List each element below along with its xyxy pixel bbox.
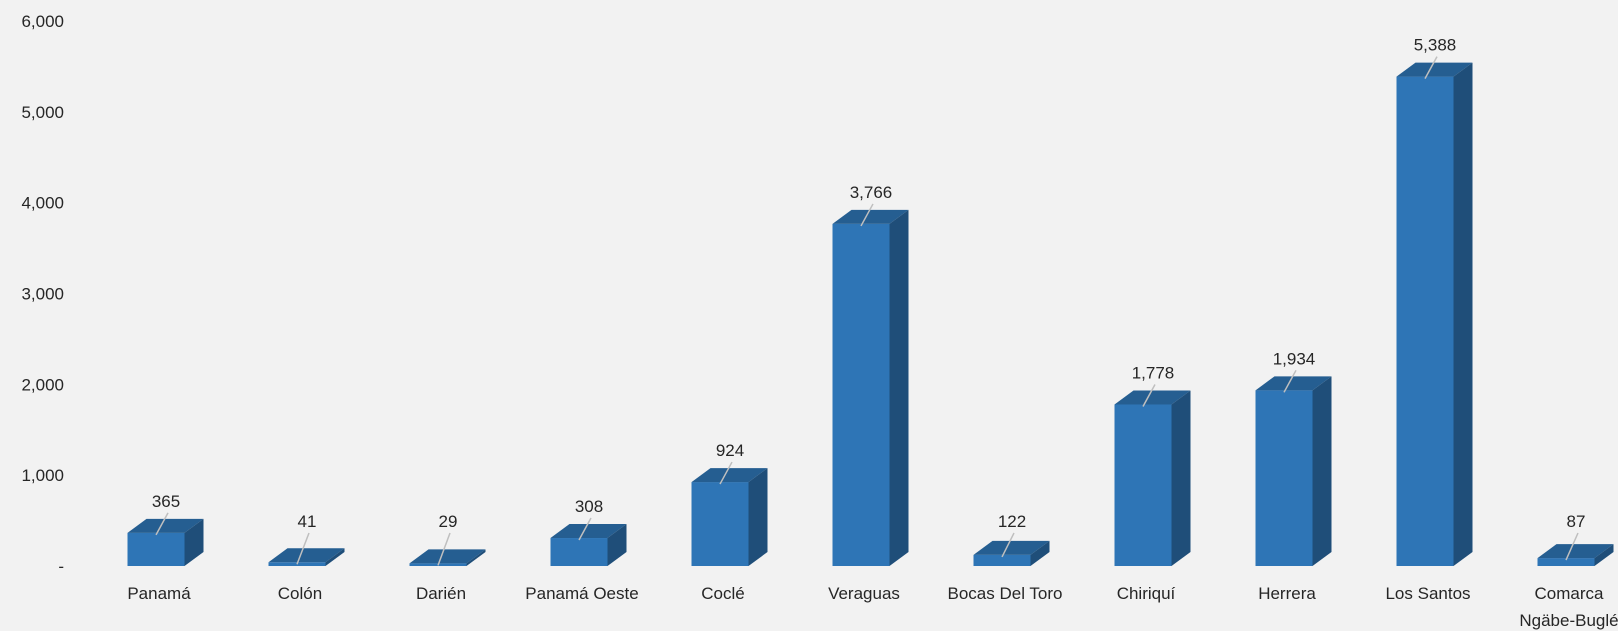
x-category-label: Coclé (701, 584, 744, 603)
data-labels: 365 41 29 308 924 3,766 122 1,778 1,934 5,388 87 (152, 36, 1586, 566)
x-category-label: Bocas Del Toro (948, 584, 1063, 603)
bar-top (127, 518, 204, 533)
bar-side (325, 548, 345, 566)
data-label-leader (1142, 384, 1156, 407)
bar (832, 209, 909, 566)
x-category-label: Darién (416, 584, 466, 603)
x-category-label: Chiriquí (1117, 584, 1176, 603)
bar-top (409, 549, 486, 564)
bar-front (691, 482, 749, 566)
data-label-leader (1424, 56, 1438, 79)
bar-side (607, 524, 627, 566)
bar-side (466, 549, 486, 566)
data-label: 122 (998, 512, 1026, 531)
bar-front (127, 532, 185, 566)
y-tick-label: 2,000 (21, 375, 64, 394)
x-category-label: Panamá (127, 584, 191, 603)
bar-top (1255, 376, 1332, 391)
x-category-label: Herrera (1258, 584, 1316, 603)
y-tick-label: 6,000 (21, 12, 64, 31)
bar-side (1312, 376, 1332, 566)
data-label: 87 (1567, 512, 1586, 531)
bar-front (550, 538, 608, 566)
data-label: 924 (716, 441, 744, 460)
data-label: 41 (298, 512, 317, 531)
bar-side (184, 518, 204, 566)
data-label-leader (155, 512, 169, 536)
bar-top (973, 540, 1050, 555)
y-tick-label: 1,000 (21, 466, 64, 485)
data-label: 308 (575, 497, 603, 516)
data-label: 365 (152, 492, 180, 511)
bar-front (1114, 404, 1172, 566)
data-label-leader (1565, 532, 1579, 561)
bar-side (1171, 390, 1191, 566)
x-category-label: Comarca Ngäbe-Buglé (1519, 584, 1618, 630)
bar (973, 540, 1050, 566)
data-label-leader (1283, 369, 1297, 393)
bar-top (268, 548, 345, 563)
y-tick-label: 4,000 (21, 194, 64, 213)
bar-front (1396, 76, 1454, 566)
bar-top (1396, 62, 1473, 77)
bar (409, 549, 486, 566)
bar (1255, 376, 1332, 566)
data-label-leader (1001, 532, 1015, 558)
bar-side (748, 468, 768, 566)
data-label: 3,766 (850, 183, 893, 202)
x-category-label: Veraguas (828, 584, 900, 603)
bar-side (1453, 62, 1473, 567)
data-label-leader (437, 532, 451, 566)
data-label-leader (578, 517, 592, 541)
x-category-label: Panamá Oeste (525, 584, 638, 603)
y-tick-label: 3,000 (21, 285, 64, 304)
bar (550, 524, 627, 566)
bar-front (973, 554, 1031, 566)
bar-front (1255, 390, 1313, 566)
data-label-leader (719, 461, 733, 485)
data-label: 5,388 (1414, 36, 1457, 55)
y-tick-label: 5,000 (21, 103, 64, 122)
x-axis: Panamá Colón Darién Panamá Oeste Coclé Veragu… (127, 584, 1618, 630)
bar-top (832, 209, 909, 224)
bar-top (550, 524, 627, 539)
data-label-leader (296, 532, 310, 565)
bar (1396, 62, 1473, 567)
bar-top (691, 468, 768, 483)
bars (127, 62, 1614, 567)
bar (1537, 544, 1614, 566)
bar-front (1537, 558, 1595, 566)
data-label: 1,934 (1273, 349, 1316, 368)
bar (268, 548, 345, 566)
bar-side (889, 209, 909, 566)
x-category-label: Los Santos (1385, 584, 1470, 603)
bar-front (832, 223, 890, 566)
bar-side (1030, 540, 1050, 566)
bar (691, 468, 768, 566)
data-label: 29 (439, 512, 458, 531)
bar-top (1537, 544, 1614, 559)
x-category-label: Colón (278, 584, 322, 603)
data-label: 1,778 (1132, 363, 1175, 382)
bar-top (1114, 390, 1191, 405)
y-tick-label: - (58, 557, 64, 576)
bar (1114, 390, 1191, 566)
y-axis: - 1,000 2,000 3,000 4,000 5,000 6,000 (21, 12, 64, 576)
data-label-leader (860, 203, 874, 227)
bar (127, 518, 204, 566)
bar-side (1594, 544, 1614, 566)
